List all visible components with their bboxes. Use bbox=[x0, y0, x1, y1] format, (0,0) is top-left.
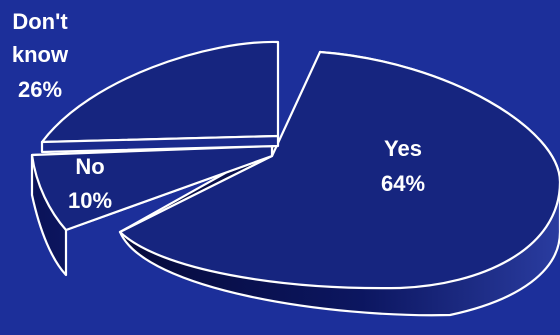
label-dont-know: Don't know 26% bbox=[12, 9, 69, 102]
pie-slice-dont-know bbox=[42, 42, 278, 152]
label-dont-know-value: 26% bbox=[18, 77, 62, 102]
label-yes-value: 64% bbox=[381, 171, 425, 196]
label-no-name: No bbox=[75, 154, 104, 179]
label-yes-name: Yes bbox=[384, 136, 422, 161]
slice-dont-know-top bbox=[42, 42, 278, 142]
label-dont-know-line2: know bbox=[12, 42, 69, 67]
label-no-value: 10% bbox=[68, 188, 112, 213]
label-dont-know-line1: Don't bbox=[12, 9, 68, 34]
